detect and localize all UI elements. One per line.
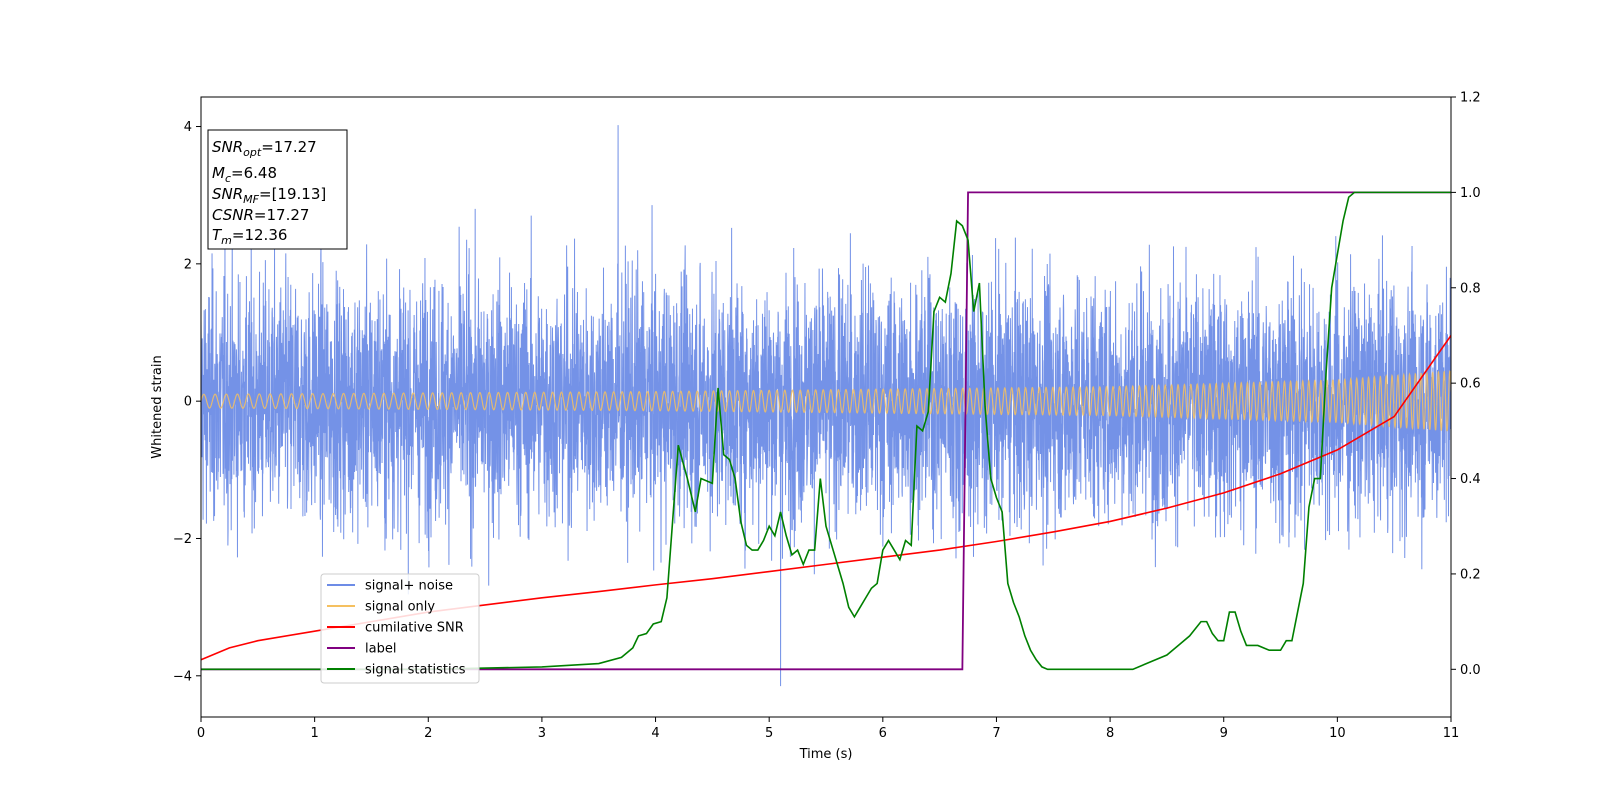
x-tick-label: 9 xyxy=(1220,726,1228,741)
label-line xyxy=(201,191,1451,671)
legend-label: label xyxy=(365,642,396,657)
series-label xyxy=(201,191,1451,671)
x-tick-label: 10 xyxy=(1329,726,1346,741)
legend-label: cumilative SNR xyxy=(365,621,464,636)
series-signal-noise xyxy=(201,125,1451,687)
x-tick-label: 7 xyxy=(992,726,1000,741)
x-tick-label: 8 xyxy=(1106,726,1114,741)
info-line: Mc=6.48 xyxy=(212,164,277,185)
y-axis-title: Whitened strain xyxy=(150,355,165,458)
y2-tick-label: 0.2 xyxy=(1460,567,1481,582)
legend-frame xyxy=(320,573,480,684)
signal-only-line xyxy=(201,370,1451,432)
y-tick-label: 2 xyxy=(184,257,192,272)
info-line: SNRMF=[19.13] xyxy=(212,185,326,206)
x-tick-label: 4 xyxy=(651,726,659,741)
info-box: SNRopt=17.27 Mc=6.48SNRMF=[19.13]CSNR=17.… xyxy=(207,129,348,250)
y-tick-label: 0 xyxy=(184,395,192,410)
x-tick-label: 5 xyxy=(765,726,773,741)
x-tick-label: 2 xyxy=(424,726,432,741)
series-signal-statistics xyxy=(201,191,1451,671)
info-line: SNRopt=17.27 xyxy=(212,138,317,159)
series-signal-only xyxy=(201,370,1451,432)
x-tick-label: 1 xyxy=(310,726,318,741)
y2-tick-label: 1.0 xyxy=(1460,186,1481,201)
y2-tick-label: 0.4 xyxy=(1460,472,1481,487)
legend: signal+ noise signal only cumilative SNR la… xyxy=(320,573,480,684)
x-tick-label: 11 xyxy=(1443,726,1460,741)
info-line: Tm=12.36 xyxy=(212,226,287,247)
y-tick-label: −2 xyxy=(173,532,192,547)
y-axis-left: −4 −2 0 2 4 xyxy=(173,120,201,684)
y-axis-right: 0.0 0.2 0.4 0.6 0.8 1.0 1.2 xyxy=(1451,91,1481,678)
y2-tick-label: 0.8 xyxy=(1460,281,1481,296)
x-tick-label: 6 xyxy=(879,726,887,741)
signal-statistics-line xyxy=(201,191,1451,671)
x-tick-label: 3 xyxy=(538,726,546,741)
axes-frame xyxy=(200,96,1452,718)
info-line: CSNR=17.27 xyxy=(212,206,309,224)
x-tick-label: 0 xyxy=(197,726,205,741)
signal-noise-line xyxy=(201,125,1451,687)
legend-label: signal only xyxy=(365,600,435,615)
x-axis-title: Time (s) xyxy=(799,747,853,762)
y-tick-label: 4 xyxy=(184,120,192,135)
y2-tick-label: 1.2 xyxy=(1460,91,1481,106)
y2-tick-label: 0.6 xyxy=(1460,377,1481,392)
y2-tick-label: 0.0 xyxy=(1460,663,1481,678)
y-tick-label: −4 xyxy=(173,669,192,684)
info-box-frame xyxy=(207,129,348,250)
legend-label: signal+ noise xyxy=(365,579,453,594)
x-axis: 0 1 2 3 4 5 6 7 8 9 10 11 xyxy=(197,717,1459,741)
legend-label: signal statistics xyxy=(365,663,466,678)
